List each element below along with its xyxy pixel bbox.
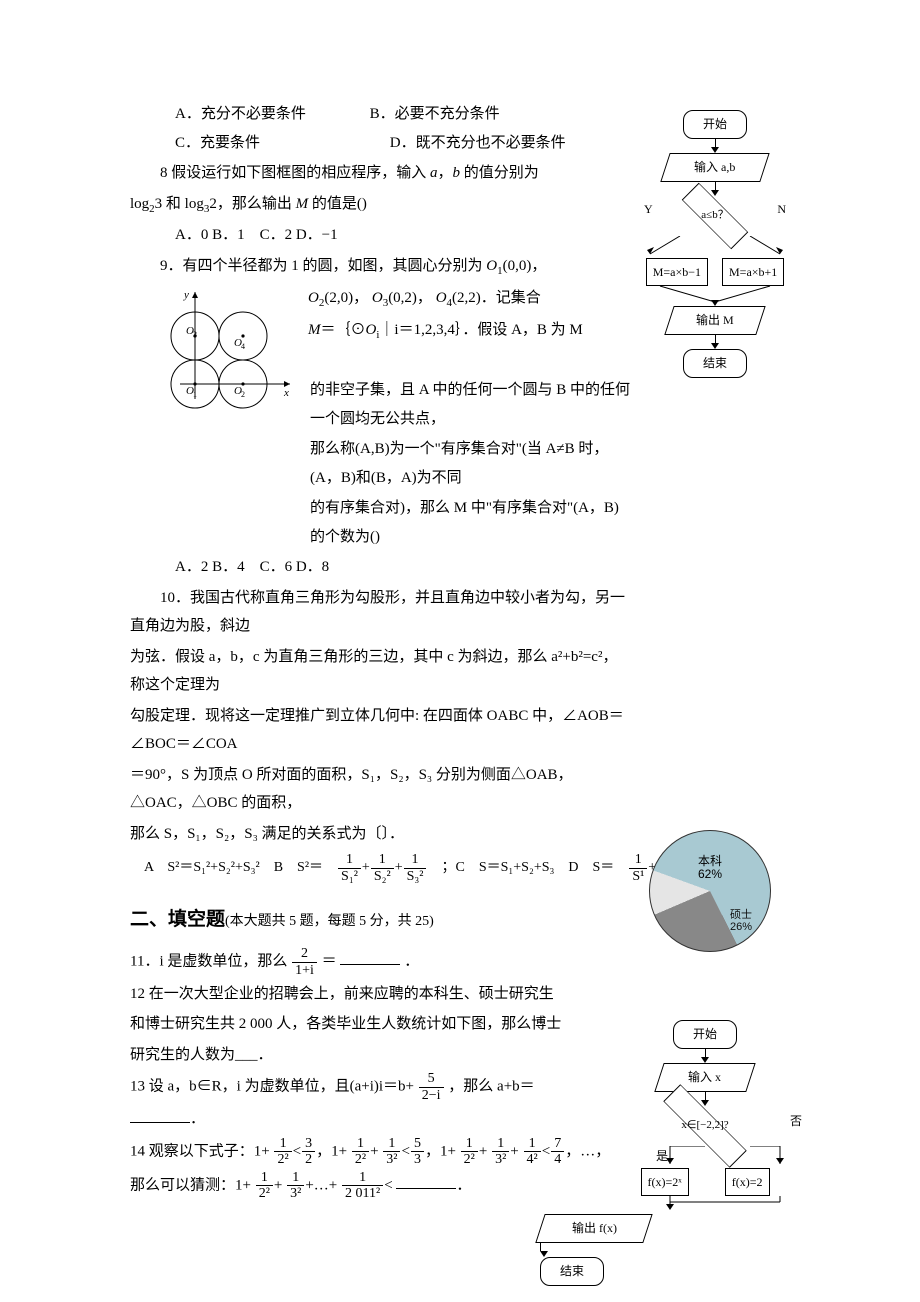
flowchart-2: 开始 输入 x x∈[−2,2]? 否 是 f(x)=2ˣ — [600, 1020, 810, 1286]
q10-c: ；C S＝S₁+S₂+S₃ — [441, 855, 554, 882]
flow2-no: 否 — [790, 1110, 802, 1133]
flow2-branch-svg — [600, 1146, 810, 1168]
q7-options-2: C．充要条件 D．既不充分也不必要条件 — [175, 129, 630, 158]
q10-l1: 10．我国古代称直角三角形为勾股形，并且直角边中较小者为勾，另一直角边为股，斜边 — [130, 584, 630, 641]
q13: 13 设 a，b∈R，i 为虚数单位，且(a+i)i＝b+ 52−i ，那么 a… — [130, 1071, 630, 1103]
q14-b: 那么可以猜测：1+ — [130, 1177, 251, 1193]
q10-l4: ＝90°，S 为顶点 O 所对面的面积，S₁，S₂，S₃ 分别为侧面△OAB，△… — [130, 761, 630, 818]
section-2-paren: (本大题共 5 题，每题 5 分，共 25) — [225, 914, 434, 929]
svg-text:3: 3 — [193, 330, 197, 339]
q9-line5a: 那么称(A,B)为一个"有序集合对"(当 A≠B 时，(A，B)和(B，A)为不… — [310, 435, 630, 492]
q9-o3: (0,2)， — [388, 290, 432, 306]
flow2-input: 输入 x — [654, 1063, 755, 1092]
svg-text:1: 1 — [193, 390, 197, 399]
q10-b-pref: B S²＝ — [274, 855, 323, 882]
q8-options: A．0 B．1 C．2 D．−1 — [130, 221, 630, 250]
flow2-start: 开始 — [673, 1020, 737, 1049]
q8-text-a: 8 假设运行如下图框图的相应程序，输入 — [160, 165, 430, 181]
q8-out: 2，那么输出 — [209, 196, 295, 212]
q10-a: A S²＝S₁²+S₂²+S₃² — [144, 855, 260, 882]
q9-o1: (0,0)， — [503, 258, 547, 274]
flow2-right: f(x)=2 — [725, 1168, 770, 1197]
circles-svg: O1 O2 O3 O4 x y — [160, 284, 300, 414]
q13-dot: ． — [190, 1111, 205, 1127]
q12-l2: 和博士研究生共 2 000 人，各类毕业生人数统计如下图，那么博士 — [130, 1010, 630, 1039]
flow1-branch-svg — [620, 236, 810, 258]
flow2-cond: x∈[−2,2]? — [658, 1106, 752, 1146]
svg-text:4: 4 — [241, 342, 245, 351]
flow1-input: 输入 a,b — [660, 153, 769, 182]
section-2-title: 二、填空题(本大题共 5 题，每题 5 分，共 25) — [130, 902, 630, 938]
flow1-cond: a≤b？ — [680, 196, 750, 236]
q13-a: 13 设 a，b∈R，i 为虚数单位，且(a+i)i＝b+ — [130, 1079, 414, 1095]
q11-eq: ＝ — [322, 953, 337, 969]
q8-stem: 8 假设运行如下图框图的相应程序，输入 a，b 的值分别为 — [130, 159, 630, 188]
q8-line2: log23 和 log32，那么输出 M 的值是() — [130, 190, 630, 220]
flow2-end: 结束 — [540, 1257, 604, 1286]
q12-l1: 12 在一次大型企业的招聘会上，前来应聘的本科生、硕士研究生 — [130, 980, 630, 1009]
q8-tail: 的值是() — [308, 196, 367, 212]
flow1-output: 输出 M — [664, 306, 765, 335]
pie-label-master: 硕士26% — [730, 909, 752, 933]
q9-line4: 的非空子集，且 A 中的任何一个圆与 B 中的任何一个圆均无公共点， — [310, 376, 630, 433]
q14-line2: 那么可以猜测：1+ 12²+ 13²+…+ 12 011²< ． — [130, 1170, 630, 1202]
q14-blank — [396, 1173, 456, 1189]
svg-text:y: y — [183, 289, 189, 301]
pie-chart: 本科62% 硕士26% — [630, 830, 790, 952]
pie-label-bachelor: 本科62% — [698, 855, 722, 881]
pie-graphic: 本科62% 硕士26% — [649, 830, 771, 952]
flow2-left: f(x)=2ˣ — [641, 1168, 689, 1197]
q11-dot: ． — [404, 953, 419, 969]
q7-options: A．充分不必要条件 B．必要不充分条件 — [175, 100, 630, 129]
flow2-merge-svg — [600, 1196, 810, 1214]
q14-line1: 14 观察以下式子：1+ 12²<32，1+ 12²+ 13²<53，1+ 12… — [130, 1136, 630, 1168]
flow2-output: 输出 f(x) — [535, 1214, 652, 1243]
q13-tail: ． — [130, 1105, 630, 1134]
q11-blank — [340, 949, 400, 965]
q9-line5b: 的有序集合对)，那么 M 中"有序集合对"(A，B)的个数为() — [310, 494, 630, 551]
flow1-end: 结束 — [683, 349, 747, 378]
svg-text:2: 2 — [241, 390, 245, 399]
q9-o4: (2,2)．记集合 — [452, 290, 541, 306]
flowchart-1: 开始 输入 a,b Y N a≤b？ M=a×b−1 M=a×b+1 — [620, 110, 810, 378]
q7-opt-b: B．必要不充分条件 — [370, 100, 500, 129]
q12-l3: 研究生的人数为___． — [130, 1041, 630, 1070]
q11-a: 11．i 是虚数单位，那么 — [130, 953, 287, 969]
flow1-merge-svg — [620, 286, 810, 306]
q7-opt-c: C．充要条件 — [175, 129, 260, 158]
q8-log2: 3 和 log — [155, 196, 204, 212]
q10-options: A S²＝S₁²+S₂²+S₃² B S²＝ 1S₁²+ 1S₂²+ 1S₃² … — [144, 852, 630, 884]
circles-figure: O1 O2 O3 O4 x y — [160, 284, 300, 425]
q10-d-pref: D S＝ — [568, 855, 614, 882]
page: A．充分不必要条件 B．必要不充分条件 C．充要条件 D．既不充分也不必要条件 … — [0, 0, 920, 1302]
flow1-right: M=a×b+1 — [722, 258, 784, 287]
q9-o2: (2,0)， — [324, 290, 368, 306]
q9-options: A．2 B．4 C．6 D．8 — [130, 553, 630, 582]
q10-l2: 为弦．假设 a，b，c 为直角三角形的三边，其中 c 为斜边，那么 a²+b²=… — [130, 643, 630, 700]
q9-text: 9．有四个半径都为 1 的圆，如图，其圆心分别为 — [160, 258, 486, 274]
q13-b: ，那么 a+b＝ — [448, 1079, 534, 1095]
flow1-left: M=a×b−1 — [646, 258, 708, 287]
q7-opt-d: D．既不充分也不必要条件 — [390, 129, 566, 158]
q10-l3: 勾股定理．现将这一定理推广到立体几何中: 在四面体 OABC 中，∠AOB＝∠B… — [130, 702, 630, 759]
q13-blank — [130, 1107, 190, 1123]
q9-set: ｜i＝1,2,3,4｝．假设 A，B 为 M — [379, 322, 582, 338]
q7-opt-a: A．充分不必要条件 — [175, 100, 306, 129]
q14-a: 14 观察以下式子：1+ — [130, 1143, 270, 1159]
flow1-no: N — [777, 198, 786, 221]
q8-log1: log — [130, 196, 149, 212]
q8-text-b: 的值分别为 — [460, 165, 539, 181]
flow1-start: 开始 — [683, 110, 747, 139]
flow1-yes: Y — [644, 198, 653, 221]
section-2-heading: 二、填空题 — [130, 909, 225, 930]
svg-text:x: x — [283, 387, 289, 399]
main-column: A．充分不必要条件 B．必要不充分条件 C．充要条件 D．既不充分也不必要条件 … — [130, 100, 630, 1201]
flow2-yes: 是 — [656, 1145, 668, 1168]
q9-stem: 9．有四个半径都为 1 的圆，如图，其圆心分别为 O1(0,0)， — [130, 252, 630, 282]
q11: 11．i 是虚数单位，那么 21+i ＝ ． — [130, 946, 630, 978]
q10-l5: 那么 S，S₁，S₂，S₃ 满足的关系式为〔〕． — [130, 820, 630, 849]
